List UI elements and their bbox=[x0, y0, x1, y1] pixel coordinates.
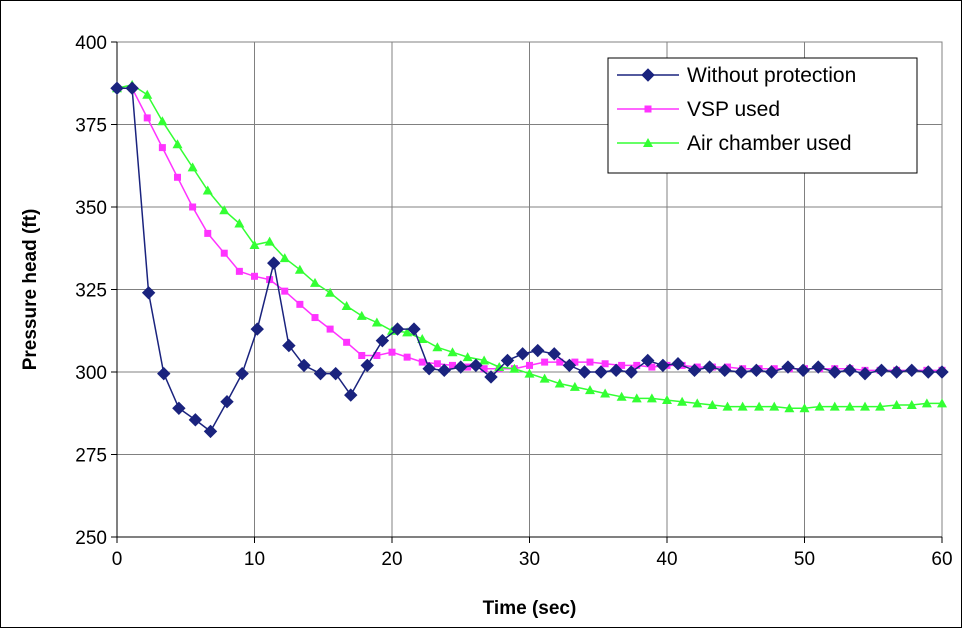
data-point-square bbox=[189, 204, 196, 211]
data-point-square bbox=[343, 339, 350, 346]
x-tick-labels: 0 10 20 30 40 50 60 bbox=[112, 549, 953, 570]
data-point-square bbox=[221, 250, 228, 257]
legend-label: Without protection bbox=[687, 64, 856, 87]
x-tick-label: 10 bbox=[244, 549, 265, 570]
y-tick-label: 325 bbox=[75, 281, 107, 302]
data-point-square bbox=[236, 268, 243, 275]
legend-label: VSP used bbox=[687, 98, 780, 121]
data-point-square bbox=[281, 288, 288, 295]
legend: Without protection VSP used Air chamber us… bbox=[608, 58, 917, 173]
data-point-square bbox=[434, 360, 441, 367]
y-tick-labels: 250 275 300 325 350 375 400 bbox=[75, 33, 107, 549]
x-tick-label: 40 bbox=[656, 549, 677, 570]
y-tick-label: 275 bbox=[75, 446, 107, 467]
x-tick-label: 60 bbox=[931, 549, 952, 570]
data-point-square bbox=[526, 362, 533, 369]
data-point-square bbox=[602, 360, 609, 367]
data-point-square bbox=[645, 106, 652, 113]
data-point-square bbox=[174, 174, 181, 181]
x-tick-label: 0 bbox=[112, 549, 123, 570]
data-point-square bbox=[296, 301, 303, 308]
data-point-square bbox=[204, 230, 211, 237]
y-tick-label: 300 bbox=[75, 363, 107, 384]
y-tick-label: 350 bbox=[75, 198, 107, 219]
y-tick-label: 375 bbox=[75, 116, 107, 137]
data-point-square bbox=[144, 114, 151, 121]
data-point-square bbox=[404, 354, 411, 361]
x-tick-label: 20 bbox=[381, 549, 402, 570]
data-point-square bbox=[327, 326, 334, 333]
y-tick-label: 400 bbox=[75, 33, 107, 54]
data-point-square bbox=[541, 359, 548, 366]
data-point-square bbox=[389, 349, 396, 356]
y-axis-title: Pressure head (ft) bbox=[20, 209, 41, 371]
x-tick-label: 50 bbox=[794, 549, 815, 570]
legend-label: Air chamber used bbox=[687, 132, 852, 155]
x-axis-title: Time (sec) bbox=[483, 598, 577, 619]
data-point-square bbox=[358, 352, 365, 359]
data-point-square bbox=[251, 273, 258, 280]
y-tick-label: 250 bbox=[75, 528, 107, 549]
x-tick-label: 30 bbox=[519, 549, 540, 570]
data-point-square bbox=[419, 359, 426, 366]
data-point-square bbox=[587, 359, 594, 366]
data-point-square bbox=[312, 314, 319, 321]
data-point-square bbox=[159, 144, 166, 151]
